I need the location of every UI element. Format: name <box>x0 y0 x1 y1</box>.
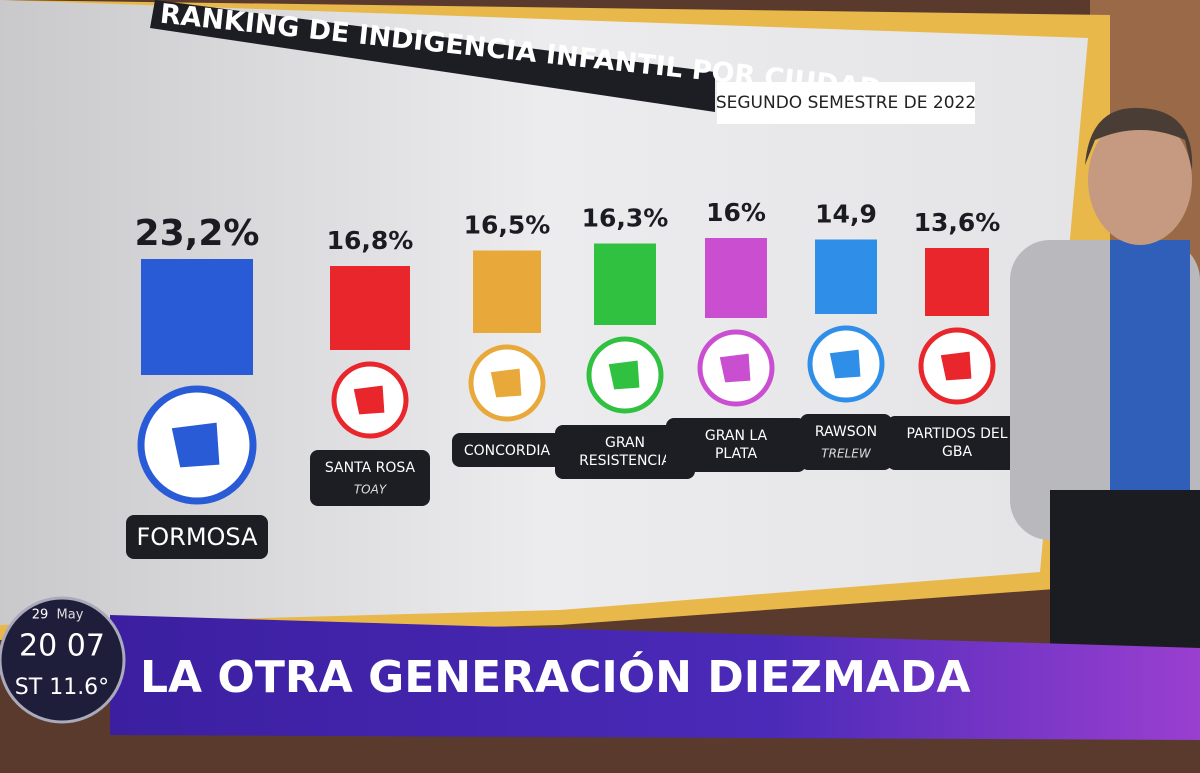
bar <box>473 250 541 333</box>
city-label: PARTIDOS DEL GBA <box>906 426 1007 460</box>
bar <box>141 259 253 375</box>
city-label: GRAN RESISTENCIA <box>579 435 671 469</box>
city-label-box <box>126 515 268 559</box>
value-label: 16,5% <box>464 211 551 240</box>
city-label: GRAN LA PLATA <box>705 428 768 462</box>
city-label: FORMOSA <box>136 523 258 551</box>
city-map <box>171 422 220 468</box>
bar <box>815 239 877 314</box>
city-label-box <box>666 418 806 472</box>
presenter <box>1010 107 1200 650</box>
clock-month: May <box>57 608 84 623</box>
bars: 23,2% FORMOSA 16,8% SANTA ROSA TOAY 16,5% CONC… <box>126 198 1027 559</box>
value-label: 13,6% <box>914 208 1001 237</box>
city-label: RAWSON <box>815 424 877 440</box>
bar <box>705 238 767 318</box>
city-label: SANTA ROSA <box>325 460 416 476</box>
city-map <box>608 360 640 390</box>
city-label: CONCORDIA <box>464 443 551 459</box>
city-map <box>719 353 751 383</box>
value-label: 23,2% <box>135 213 260 254</box>
subtitle-box <box>717 82 975 124</box>
chart-subtitle: SEGUNDO SEMESTRE DE 2022 <box>716 93 976 113</box>
headline: LA OTRA GENERACIÓN DIEZMADA <box>140 650 971 703</box>
value-label: 16,3% <box>582 204 669 233</box>
city-label-box <box>555 425 695 479</box>
value-label: 16% <box>706 198 766 227</box>
city-map <box>940 351 972 381</box>
city-sublabel: TRELEW <box>821 447 872 461</box>
city-label-box <box>310 450 430 506</box>
clock-temperature: ST 11.6° <box>15 675 109 700</box>
city-map <box>829 349 861 379</box>
city-map <box>353 385 385 415</box>
bar <box>925 248 989 316</box>
bar <box>330 266 410 350</box>
city-label-box <box>800 414 892 470</box>
clock <box>0 596 126 724</box>
city-sublabel: TOAY <box>354 483 388 497</box>
city-label-box <box>887 416 1027 470</box>
city-map <box>490 368 522 398</box>
clock-day: 29 <box>32 608 49 623</box>
title-box <box>150 0 715 112</box>
city-label-box <box>452 433 562 467</box>
bar <box>594 243 656 325</box>
clock-time: 20 07 <box>19 629 105 664</box>
value-label: 16,8% <box>327 226 414 255</box>
headline-band <box>110 615 1200 740</box>
value-label: 14,9 <box>815 200 877 229</box>
